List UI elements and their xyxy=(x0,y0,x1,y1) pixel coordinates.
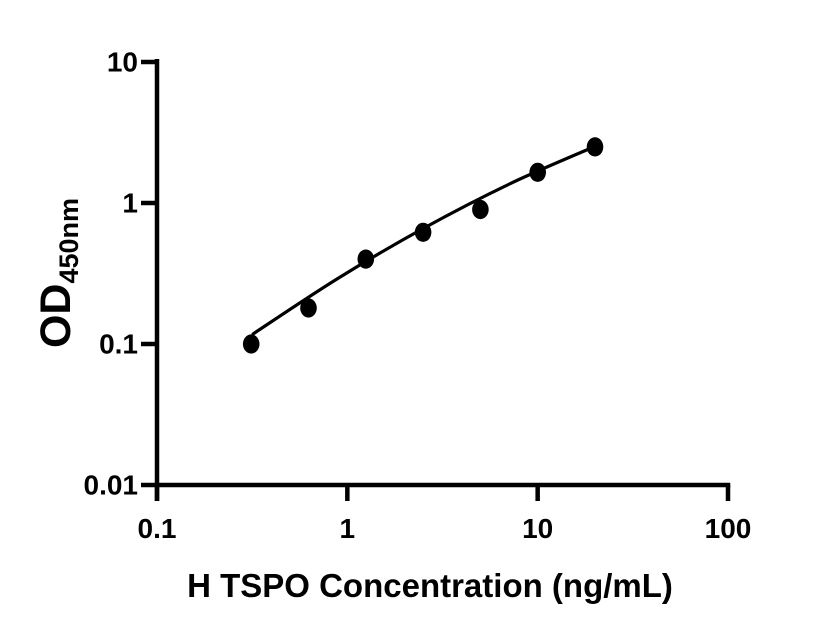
y-tick-label: 0.1 xyxy=(99,329,138,360)
data-point xyxy=(242,334,260,354)
y-axis-title-main: OD xyxy=(32,284,80,349)
y-axis-title-subscript: 450nm xyxy=(54,198,84,284)
y-axis-title: OD450nm xyxy=(32,198,84,348)
chart-plot-area: 0.01 0.1 1 10 0.1 1 10 100 xyxy=(84,47,752,545)
y-tick-label: 10 xyxy=(107,47,138,78)
data-point xyxy=(357,249,375,269)
data-point xyxy=(300,298,317,318)
x-tick-label: 100 xyxy=(705,513,752,544)
x-tick-label: 1 xyxy=(340,513,356,544)
data-point xyxy=(586,137,604,157)
y-tick-label: 0.01 xyxy=(84,470,139,501)
x-tick-label: 10 xyxy=(522,513,553,544)
x-tick-label: 0.1 xyxy=(138,513,177,544)
x-axis-title: H TSPO Concentration (ng/mL) xyxy=(187,567,673,604)
data-point xyxy=(414,222,432,242)
data-point xyxy=(472,199,489,220)
y-tick-label: 1 xyxy=(122,188,138,219)
data-point xyxy=(529,162,546,182)
